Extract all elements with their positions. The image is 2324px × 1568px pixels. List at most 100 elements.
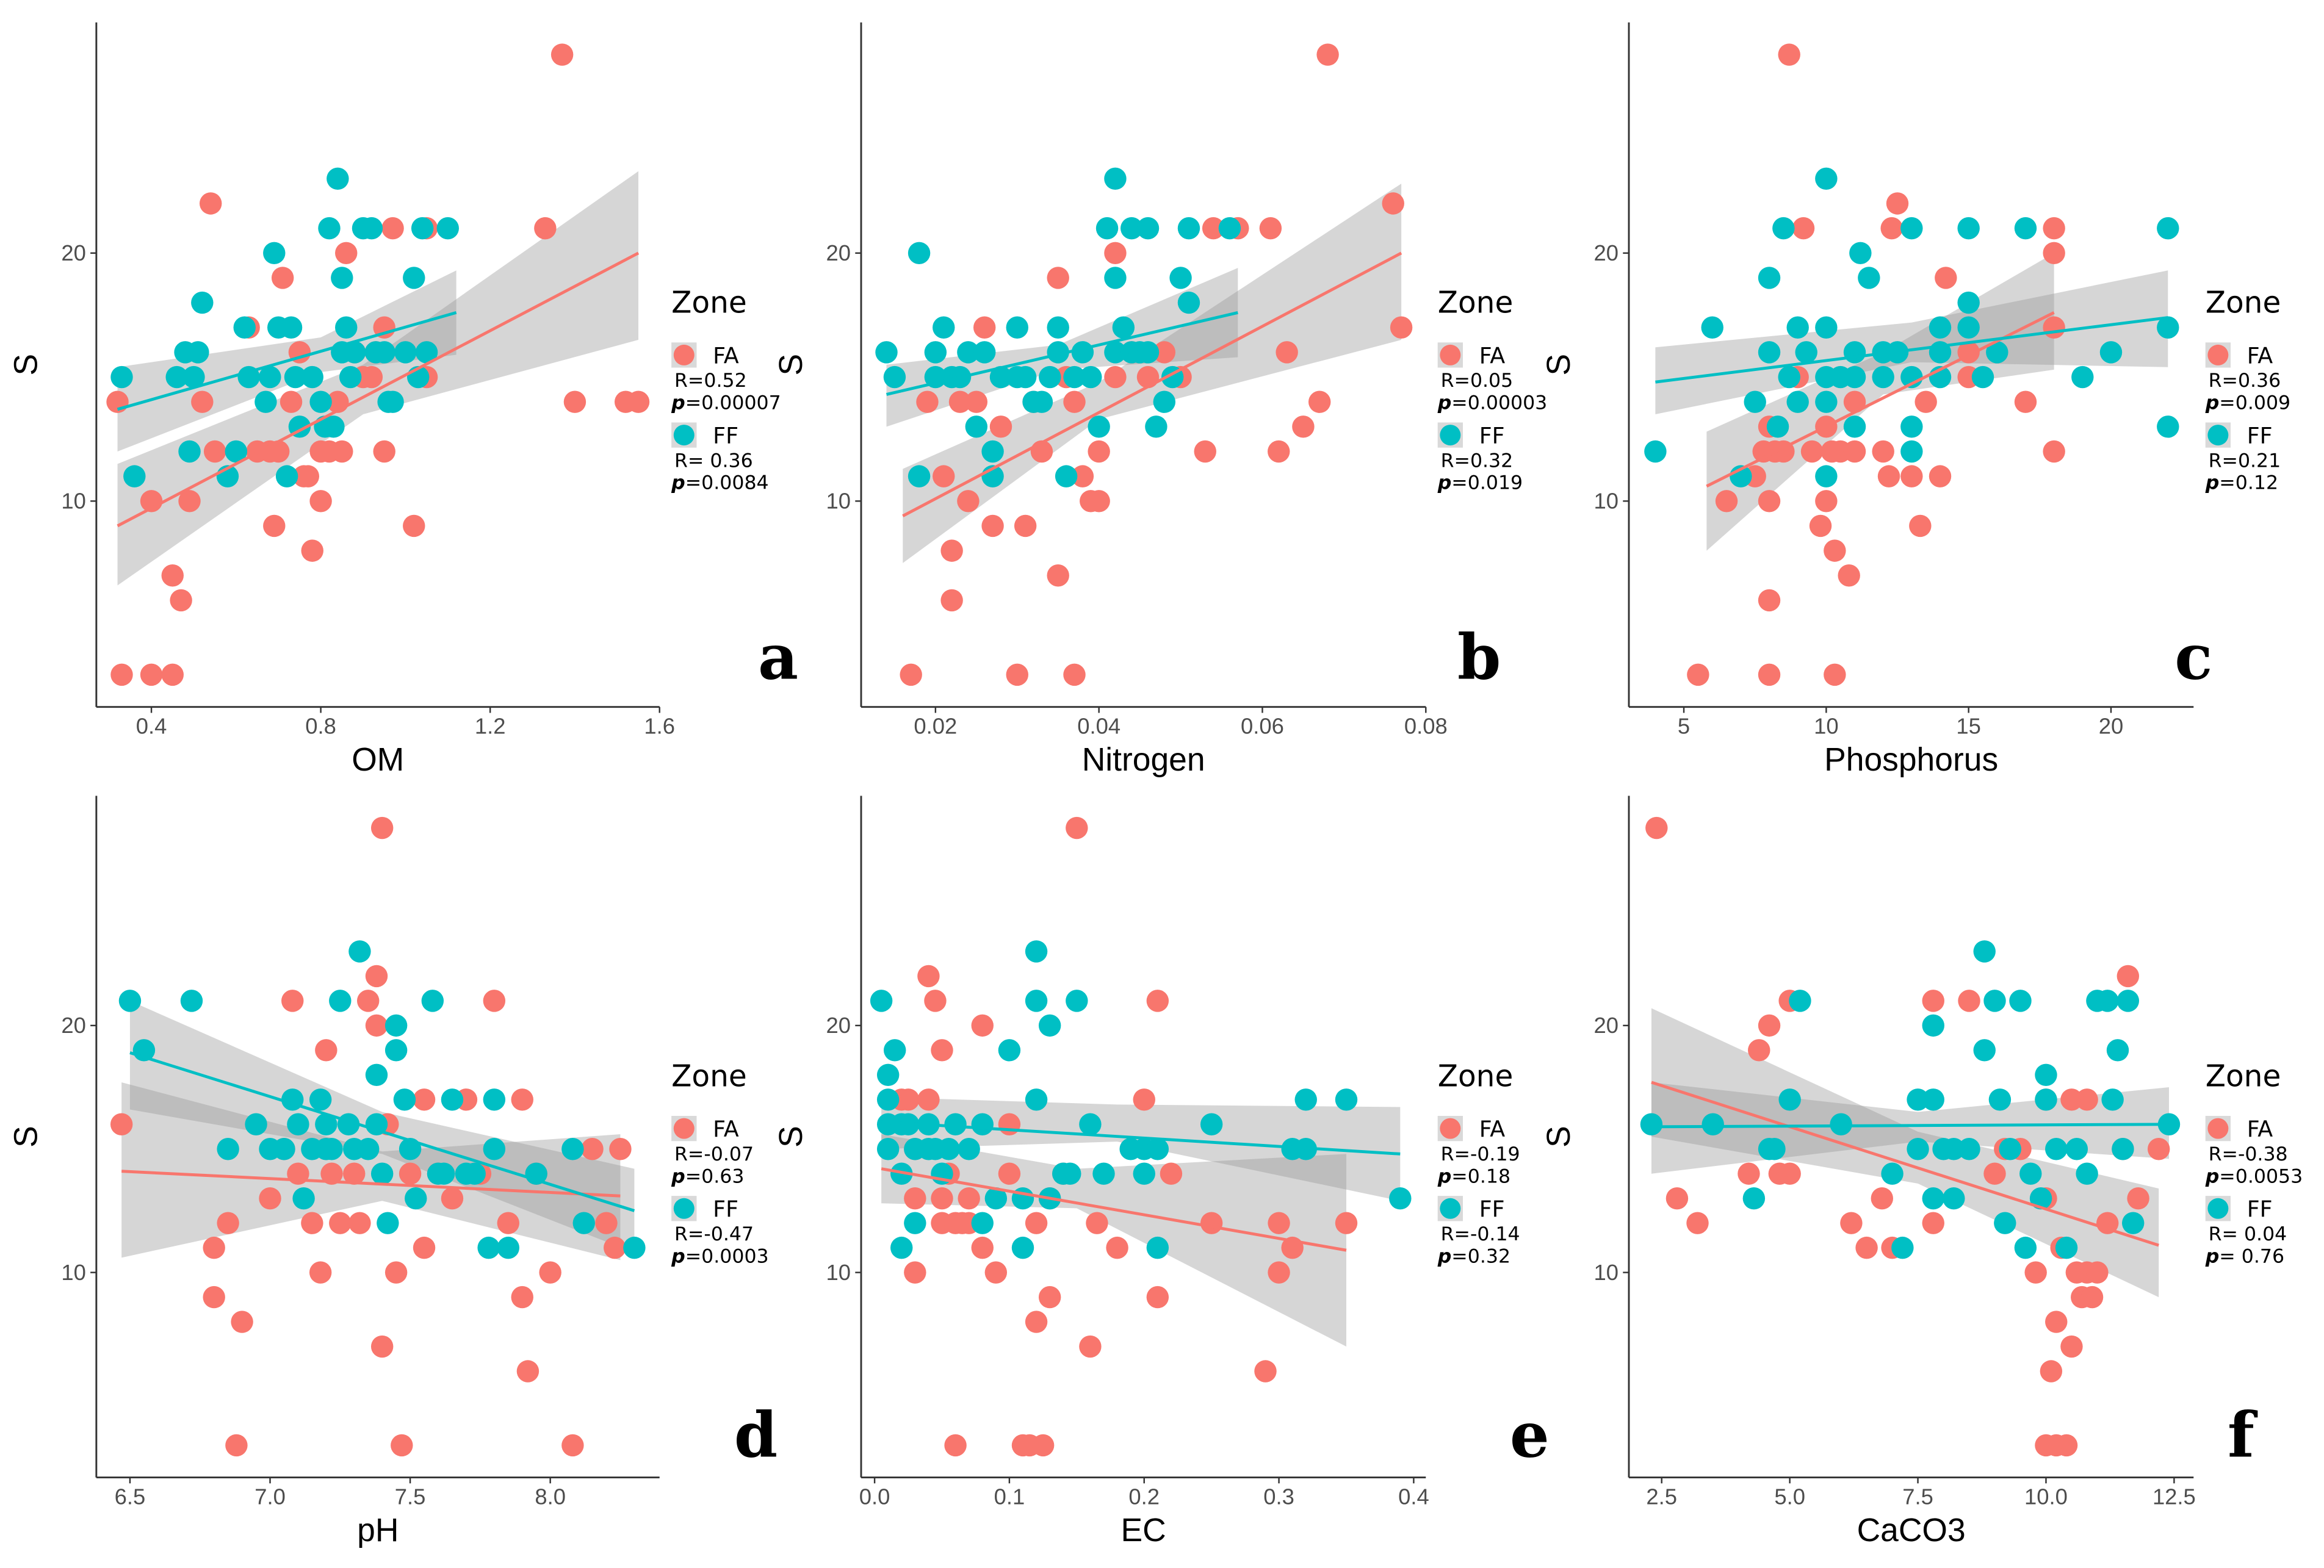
data-point-ff <box>1900 440 1923 463</box>
data-point-ff <box>2157 316 2179 339</box>
data-point-ff <box>110 365 133 389</box>
data-point-fa <box>1665 1187 1689 1210</box>
data-point-ff <box>2029 1187 2052 1210</box>
legend-label-ff: FF <box>2247 422 2273 448</box>
p-symbol: p <box>1437 1245 1452 1267</box>
data-point-ff <box>1701 316 1723 339</box>
y-axis-title: S <box>9 1126 45 1148</box>
data-point-fa <box>940 589 963 612</box>
data-point-fa <box>1146 990 1169 1012</box>
data-point-fa <box>1259 217 1282 240</box>
data-point-ff <box>1957 316 1980 339</box>
data-point-ff <box>1066 990 1088 1012</box>
data-point-fa <box>1268 1212 1290 1234</box>
data-point-ff <box>1218 217 1241 240</box>
data-point-fa <box>267 440 290 463</box>
data-point-ff <box>263 242 286 264</box>
data-point-ff <box>1900 217 1923 240</box>
x-tick-label: 10.0 <box>2024 1484 2068 1509</box>
y-axis-title: S <box>1541 354 1577 376</box>
data-point-ff <box>2099 341 2123 364</box>
x-axis-title: Phosphorus <box>1824 742 1998 778</box>
data-point-fa <box>1268 1261 1290 1284</box>
data-point-ff <box>1177 291 1200 314</box>
legend-r-value: R=0.36 <box>2209 370 2281 392</box>
data-point-fa <box>1758 589 1781 612</box>
data-point-fa <box>335 242 358 264</box>
data-point-fa <box>563 390 586 413</box>
x-axis-title: pH <box>357 1512 399 1548</box>
y-tick-label: 20 <box>1594 1013 1619 1038</box>
p-value-text: =0.32 <box>1451 1245 1510 1267</box>
data-point-ff <box>2157 1113 2181 1135</box>
data-point-ff <box>1872 365 1894 389</box>
data-point-ff <box>1063 365 1086 389</box>
data-point-ff <box>1145 415 1167 438</box>
data-point-fa <box>331 440 353 463</box>
data-point-fa <box>984 1261 1008 1284</box>
x-tick-label: 5 <box>1678 713 1690 738</box>
p-symbol: p <box>671 392 685 414</box>
data-point-fa <box>539 1261 561 1284</box>
x-tick-label: 20 <box>2099 713 2124 738</box>
data-point-fa <box>511 1088 533 1111</box>
data-point-fa <box>320 1162 343 1185</box>
data-point-ff <box>275 465 298 487</box>
data-point-fa <box>2043 440 2065 463</box>
data-point-ff <box>403 267 425 289</box>
data-point-ff <box>320 1138 343 1160</box>
data-point-fa <box>1025 1311 1048 1333</box>
data-point-fa <box>1886 192 1909 215</box>
data-point-fa <box>203 1236 225 1259</box>
data-point-ff <box>2014 1236 2037 1259</box>
x-tick-label: 10 <box>1814 713 1839 738</box>
data-point-fa <box>1308 390 1331 413</box>
data-point-ff <box>937 1138 960 1160</box>
data-point-fa <box>1909 514 1932 538</box>
regression-line-fa <box>1706 311 2055 488</box>
p-symbol: p <box>1437 1165 1452 1187</box>
data-point-ff <box>365 1063 388 1087</box>
data-point-ff <box>1830 1113 1852 1135</box>
y-axis-title: S <box>773 354 809 376</box>
data-point-fa <box>1800 440 1824 463</box>
data-point-fa <box>904 1187 926 1210</box>
data-point-fa <box>1063 390 1086 413</box>
legend-p-value: p=0.18 <box>1437 1165 1510 1187</box>
data-point-ff <box>2035 1088 2057 1111</box>
data-point-fa <box>944 1434 967 1457</box>
y-axis-title: S <box>773 1126 809 1148</box>
data-point-ff <box>1983 990 2006 1012</box>
data-point-ff <box>1112 316 1135 339</box>
data-point-fa <box>329 1212 352 1234</box>
data-point-fa <box>1738 1162 1760 1185</box>
p-value-text: =0.00003 <box>1451 392 1547 414</box>
data-point-ff <box>1922 1088 1944 1111</box>
data-point-ff <box>411 217 434 240</box>
data-point-ff <box>1922 1014 1944 1037</box>
data-point-ff <box>1971 365 1994 389</box>
x-tick-label: 7.5 <box>1902 1484 1933 1509</box>
legend-r-value: R= 0.36 <box>674 450 753 472</box>
data-point-ff <box>875 341 898 364</box>
data-point-ff <box>1973 940 1996 963</box>
data-point-fa <box>203 440 226 463</box>
data-point-ff <box>1079 1113 1102 1135</box>
p-symbol: p <box>2205 392 2220 414</box>
data-point-fa <box>1153 341 1176 364</box>
regression-line-fa <box>121 1170 621 1198</box>
data-point-ff <box>904 1212 926 1234</box>
legend-r-value: R=0.05 <box>1441 370 1514 392</box>
panel-d: 6.5 7.0 7.5 8.01020pHSZoneFAR=-0.07p=0.63FF… <box>9 796 778 1548</box>
panel-letter: b <box>1457 621 1501 694</box>
data-point-fa <box>1809 514 1832 538</box>
data-point-ff <box>318 217 341 240</box>
data-point-ff <box>1136 341 1160 364</box>
legend-r-value: R=-0.47 <box>674 1223 754 1245</box>
confidence-band-fa <box>1651 1008 2159 1298</box>
data-point-ff <box>373 341 395 364</box>
data-point-fa <box>1194 440 1216 463</box>
legend-r-value: R=-0.38 <box>2209 1143 2288 1165</box>
data-point-ff <box>876 1063 900 1087</box>
